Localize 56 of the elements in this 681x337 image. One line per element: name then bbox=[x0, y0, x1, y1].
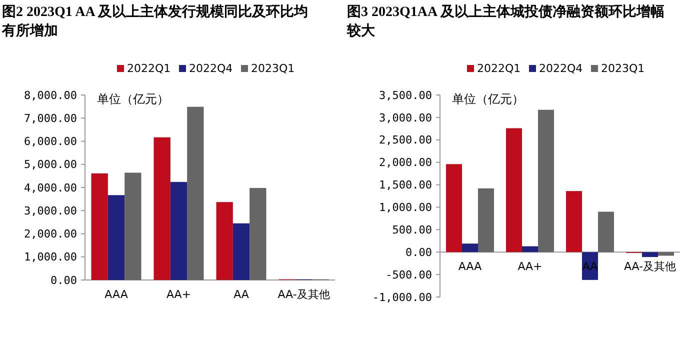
bar bbox=[216, 202, 233, 280]
y-tick-label: 5,000.00 bbox=[24, 158, 77, 172]
y-tick-label: -1,000.00 bbox=[372, 290, 432, 304]
annotation: 单位（亿元） bbox=[97, 92, 169, 106]
y-tick-label: 3,000.00 bbox=[379, 111, 432, 124]
y-tick-label: 0.00 bbox=[50, 274, 77, 287]
bar bbox=[658, 252, 674, 256]
x-tick-label: AA-及其他 bbox=[278, 288, 330, 301]
x-tick-label: AA-及其他 bbox=[624, 260, 676, 274]
y-tick-label: 2,000.00 bbox=[379, 156, 432, 170]
y-tick-label: 3,500.00 bbox=[379, 88, 432, 102]
legend-label: 2022Q1 bbox=[127, 62, 171, 75]
bar bbox=[598, 212, 614, 252]
bar bbox=[522, 246, 538, 252]
x-tick-label: AA bbox=[582, 260, 598, 274]
x-tick-label: AA+ bbox=[518, 260, 542, 274]
x-tick-label: AAA bbox=[104, 288, 128, 301]
x-tick-label: AA+ bbox=[166, 288, 192, 301]
bar bbox=[478, 188, 494, 252]
y-tick-label: 500.00 bbox=[392, 224, 432, 237]
y-tick-label: 1,000.00 bbox=[24, 250, 77, 264]
bar bbox=[91, 173, 108, 280]
bar bbox=[187, 106, 204, 280]
bar bbox=[232, 223, 250, 280]
y-tick-label: 4,000.00 bbox=[24, 181, 77, 194]
bar bbox=[250, 188, 266, 280]
bar bbox=[642, 252, 658, 258]
legend-label: 2022Q1 bbox=[477, 62, 521, 75]
chart-title: 图2 2023Q1 AA 及以上主体发行规模同比及环比均有所增加 bbox=[1, 3, 308, 39]
bar bbox=[446, 164, 462, 252]
y-tick-label: 7,000.00 bbox=[24, 112, 77, 125]
legend-label: 2023Q1 bbox=[601, 62, 645, 75]
legend-label: 2022Q4 bbox=[189, 62, 233, 75]
bar bbox=[462, 244, 478, 252]
chart-title: 图3 2023Q1AA 及以上主体城投债净融资额环比增幅较大 bbox=[346, 3, 664, 39]
y-tick-label: 2,000.00 bbox=[24, 228, 77, 241]
annotation: 单位（亿元） bbox=[452, 92, 524, 106]
y-tick-label: 8,000.00 bbox=[24, 88, 77, 102]
bar bbox=[506, 128, 522, 252]
bar bbox=[538, 110, 554, 252]
bar bbox=[124, 172, 142, 280]
y-tick-label: 6,000.00 bbox=[24, 135, 77, 148]
bar bbox=[170, 182, 188, 280]
y-tick-label: 0.00 bbox=[406, 246, 432, 259]
x-tick-label: AAA bbox=[458, 260, 482, 274]
y-tick-label: 1,500.00 bbox=[379, 178, 432, 192]
legend-label: 2022Q4 bbox=[539, 62, 583, 75]
bar bbox=[108, 195, 125, 280]
y-tick-label: 3,000.00 bbox=[24, 204, 77, 218]
y-tick-label: 2,500.00 bbox=[379, 134, 432, 147]
legend-label: 2023Q1 bbox=[251, 62, 295, 75]
bar bbox=[566, 191, 582, 252]
y-tick-label: -500.00 bbox=[386, 268, 432, 282]
bar bbox=[154, 137, 170, 280]
x-tick-label: AA bbox=[234, 288, 250, 301]
y-tick-label: 1,000.00 bbox=[379, 201, 432, 214]
